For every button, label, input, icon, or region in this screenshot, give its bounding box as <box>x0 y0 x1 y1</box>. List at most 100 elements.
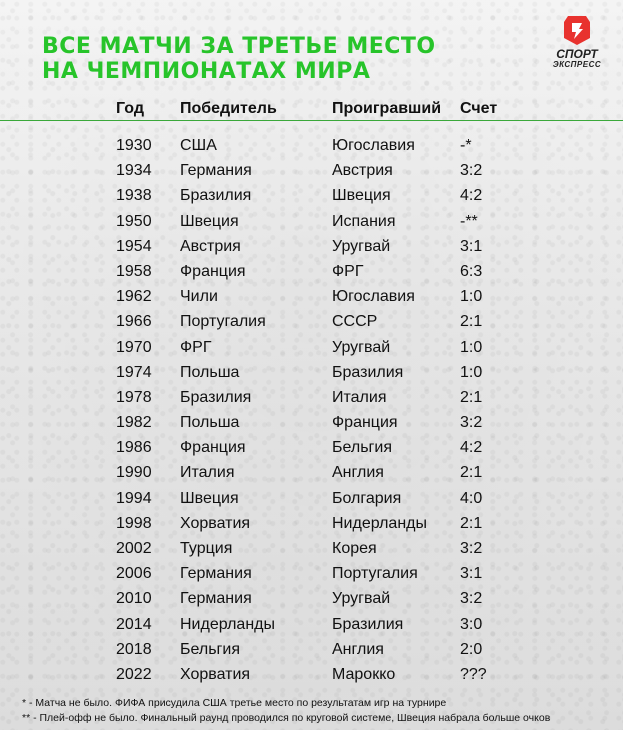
table-row: 1930 США Югославия -* <box>0 135 623 160</box>
cell-winner: ФРГ <box>180 338 212 356</box>
cell-year: 1954 <box>116 237 152 255</box>
cell-year: 1950 <box>116 212 152 230</box>
cell-loser: Португалия <box>332 565 418 583</box>
table-row: 1938 Бразилия Швеция 4:2 <box>0 185 623 210</box>
cell-winner: США <box>180 137 217 154</box>
cell-loser: Югославия <box>332 137 415 154</box>
cell-score: 6:3 <box>460 262 483 280</box>
table-row: 1982 Польша Франция 3:2 <box>0 412 623 437</box>
cell-year: 1958 <box>116 262 152 280</box>
cell-winner: Турция <box>180 540 233 557</box>
cell-year: 1982 <box>116 414 152 432</box>
cell-score: 3:1 <box>460 565 483 583</box>
cell-year: 1966 <box>116 313 152 331</box>
cell-score: 2:1 <box>460 514 483 532</box>
table-row: 1994 Швеция Болгария 4:0 <box>0 488 623 513</box>
table-row: 1934 Германия Австрия 3:2 <box>0 160 623 185</box>
cell-score: 1:0 <box>460 338 483 356</box>
logo-text-2: ЭКСПРЕСС <box>552 60 602 69</box>
cell-year: 2010 <box>116 590 152 608</box>
cell-loser: Корея <box>332 540 377 557</box>
cell-winner: Бельгия <box>180 640 240 658</box>
table-row: 1950 Швеция Испания -** <box>0 211 623 236</box>
cell-loser: Бельгия <box>332 439 392 457</box>
cell-loser: Швеция <box>332 187 391 205</box>
logo: СПОРТ ЭКСПРЕСС <box>549 14 605 69</box>
cell-score: 3:2 <box>460 540 483 557</box>
cell-loser: Англия <box>332 464 384 482</box>
table-row: 2006 Германия Португалия 3:1 <box>0 563 623 588</box>
table-row: 1958 Франция ФРГ 6:3 <box>0 261 623 286</box>
header-winner: Победитель <box>180 100 277 117</box>
table-row: 1970 ФРГ Уругвай 1:0 <box>0 337 623 362</box>
cell-score: 3:2 <box>460 414 483 432</box>
cell-year: 1970 <box>116 338 152 356</box>
table-row: 2010 Германия Уругвай 3:2 <box>0 588 623 613</box>
table-row: 2002 Турция Корея 3:2 <box>0 538 623 563</box>
table-row: 1966 Португалия СССР 2:1 <box>0 311 623 336</box>
cell-winner: Польша <box>180 363 240 381</box>
table-row: 1974 Польша Бразилия 1:0 <box>0 362 623 387</box>
cell-loser: Уругвай <box>332 590 391 608</box>
cell-year: 2006 <box>116 565 152 583</box>
cell-loser: Испания <box>332 212 396 230</box>
header-loser: Проигравший <box>332 100 442 117</box>
cell-score: 3:0 <box>460 615 483 633</box>
cell-winner: Чили <box>180 288 218 306</box>
title-line-1: ВСЕ МАТЧИ ЗА ТРЕТЬЕ МЕСТО <box>42 34 436 59</box>
cell-winner: Португалия <box>180 313 266 331</box>
table-row: 2014 Нидерланды Бразилия 3:0 <box>0 614 623 639</box>
cell-winner: Нидерланды <box>180 615 275 633</box>
cell-loser: Австрия <box>332 162 393 180</box>
cell-winner: Польша <box>180 414 240 432</box>
cell-year: 1962 <box>116 288 152 306</box>
cell-loser: Уругвай <box>332 338 391 356</box>
cell-year: 1994 <box>116 489 152 507</box>
logo-text-1: СПОРТ <box>556 47 598 61</box>
header-year: Год <box>116 100 144 117</box>
table-header: Год Победитель Проигравший Счет <box>0 100 623 121</box>
sport-express-logo-icon <box>564 16 590 45</box>
cell-winner: Швеция <box>180 489 239 507</box>
cell-score: 2:1 <box>460 464 483 482</box>
cell-winner: Хорватия <box>180 514 251 532</box>
cell-year: 2022 <box>116 665 152 683</box>
cell-winner: Франция <box>180 262 246 280</box>
cell-loser: Англия <box>332 640 384 658</box>
cell-loser: Югославия <box>332 288 415 306</box>
cell-loser: Уругвай <box>332 237 391 255</box>
cell-loser: Италия <box>332 388 387 406</box>
cell-year: 1998 <box>116 514 152 532</box>
table-row: 1990 Италия Англия 2:1 <box>0 462 623 487</box>
cell-year: 1934 <box>116 162 152 180</box>
cell-winner: Италия <box>180 464 235 482</box>
cell-year: 2014 <box>116 615 152 633</box>
table-row: 1954 Австрия Уругвай 3:1 <box>0 236 623 261</box>
cell-score: 1:0 <box>460 288 483 306</box>
cell-score: 4:2 <box>460 439 483 457</box>
footnotes: * - Матча не было. ФИФА присудила США тр… <box>22 696 612 726</box>
cell-winner: Франция <box>180 439 246 457</box>
cell-loser: Болгария <box>332 489 402 507</box>
cell-score: 2:1 <box>460 388 483 406</box>
header-score: Счет <box>460 100 498 117</box>
cell-score: 2:1 <box>460 313 483 331</box>
cell-loser: СССР <box>332 313 378 331</box>
cell-loser: Бразилия <box>332 363 404 381</box>
cell-winner: Германия <box>180 162 252 180</box>
cell-score: 2:0 <box>460 640 483 658</box>
table-body: 1930 США Югославия -* 1934 Германия Австрия 3:2… <box>0 135 623 689</box>
cell-winner: Австрия <box>180 237 241 255</box>
cell-winner: Бразилия <box>180 388 252 406</box>
table-row: 2018 Бельгия Англия 2:0 <box>0 639 623 664</box>
table-row: 1962 Чили Югославия 1:0 <box>0 286 623 311</box>
cell-loser: Марокко <box>332 665 396 683</box>
page-title: ВСЕ МАТЧИ ЗА ТРЕТЬЕ МЕСТО НА ЧЕМПИОНАТАХ… <box>42 34 436 84</box>
table-row: 1986 Франция Бельгия 4:2 <box>0 437 623 462</box>
cell-score: 3:2 <box>460 162 483 180</box>
cell-loser: Франция <box>332 414 398 432</box>
cell-winner: Германия <box>180 565 252 583</box>
cell-year: 1974 <box>116 363 152 381</box>
footnote-2: ** - Плей-офф не было. Финальный раунд п… <box>22 712 551 724</box>
cell-year: 1990 <box>116 464 152 482</box>
